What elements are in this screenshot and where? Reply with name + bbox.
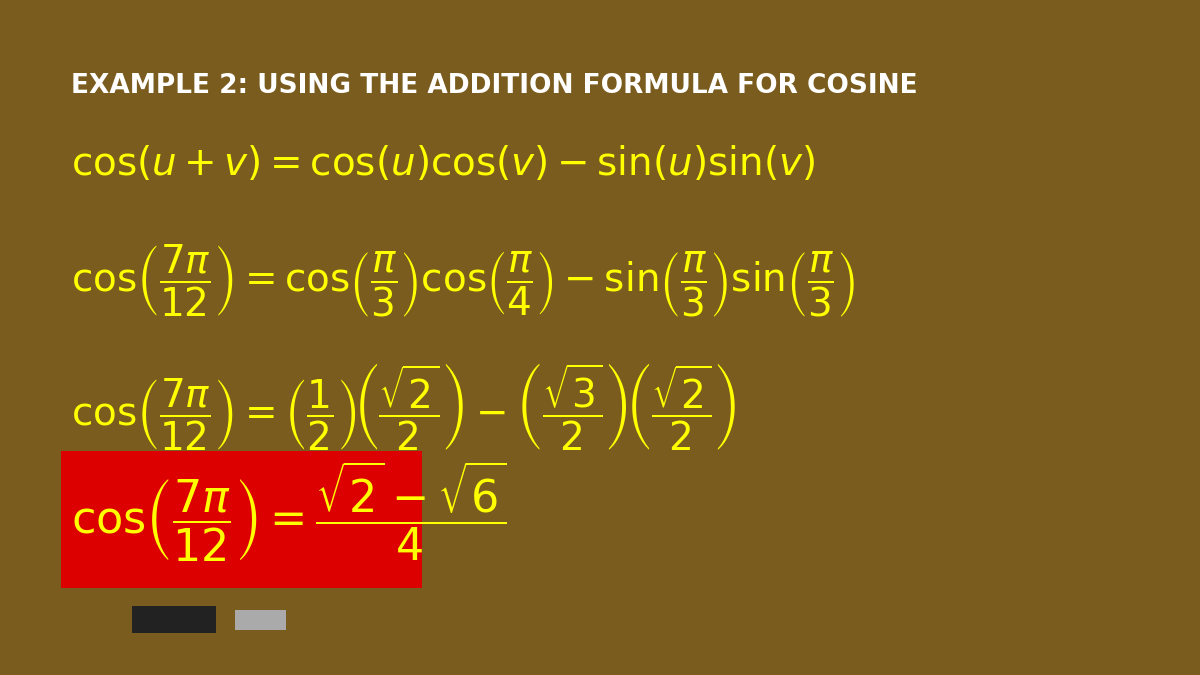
Text: $\cos\!\left(\dfrac{7\pi}{12}\right) = \left(\dfrac{1}{2}\right)\!\left(\dfrac{\: $\cos\!\left(\dfrac{7\pi}{12}\right) = \… [71,362,737,454]
Bar [61,451,422,588]
Text: $\cos(u + v) = \cos(u)\cos(v) - \sin(u)\sin(v)$: $\cos(u + v) = \cos(u)\cos(v) - \sin(u)\… [71,144,815,184]
Text: $\cos\!\left(\dfrac{7\pi}{12}\right) = \cos\!\left(\dfrac{\pi}{3}\right)\cos\!\l: $\cos\!\left(\dfrac{7\pi}{12}\right) = \… [71,242,856,319]
Bar [235,610,287,630]
Text: $\cos\!\left(\dfrac{7\pi}{12}\right) = \dfrac{\sqrt{2} - \sqrt{6}}{4}$: $\cos\!\left(\dfrac{7\pi}{12}\right) = \… [71,460,506,564]
Bar [132,606,216,632]
Text: EXAMPLE 2: USING THE ADDITION FORMULA FOR COSINE: EXAMPLE 2: USING THE ADDITION FORMULA FO… [71,74,918,99]
